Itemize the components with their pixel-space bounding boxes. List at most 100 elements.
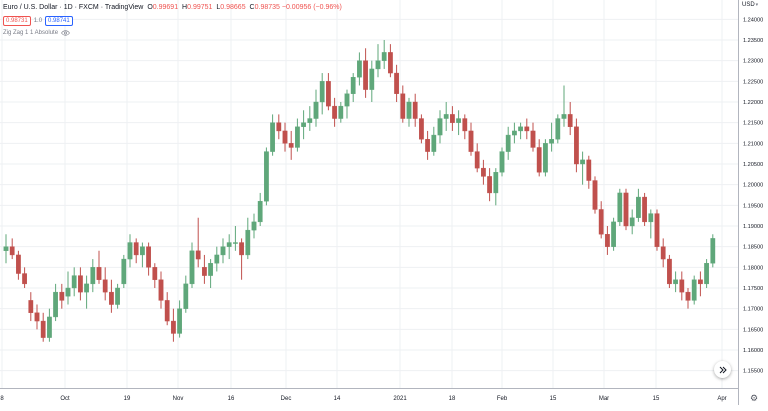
candle[interactable] xyxy=(338,102,344,123)
candle[interactable] xyxy=(586,155,592,189)
sell-price-box[interactable]: 0.98731 xyxy=(3,16,31,26)
candle[interactable] xyxy=(704,259,710,288)
candle[interactable] xyxy=(53,283,59,322)
candle[interactable] xyxy=(592,176,598,214)
candle[interactable] xyxy=(301,110,306,140)
candle[interactable] xyxy=(555,114,561,144)
candle[interactable] xyxy=(319,73,325,115)
candle[interactable] xyxy=(530,122,536,152)
scroll-to-realtime-button[interactable] xyxy=(714,361,731,378)
candle[interactable] xyxy=(71,267,77,297)
candle[interactable] xyxy=(276,114,282,140)
candle[interactable] xyxy=(115,283,121,309)
candle[interactable] xyxy=(152,263,158,288)
candle[interactable] xyxy=(400,85,406,123)
candle[interactable] xyxy=(170,308,176,342)
candle[interactable] xyxy=(518,122,524,140)
candle[interactable] xyxy=(245,217,251,260)
candle[interactable] xyxy=(648,209,654,239)
candle[interactable] xyxy=(505,126,511,160)
candle[interactable] xyxy=(605,226,610,255)
candle[interactable] xyxy=(654,209,660,251)
candle[interactable] xyxy=(450,106,455,131)
candle[interactable] xyxy=(344,89,350,119)
candle[interactable] xyxy=(642,192,648,226)
candle[interactable] xyxy=(611,217,617,251)
candle[interactable] xyxy=(549,122,555,152)
candle[interactable] xyxy=(139,242,145,268)
candle[interactable] xyxy=(660,238,666,268)
candle[interactable] xyxy=(226,234,232,260)
candle[interactable] xyxy=(580,151,586,185)
candle[interactable] xyxy=(220,238,226,264)
candle[interactable] xyxy=(623,188,629,231)
indicator-name[interactable]: Zig Zag 1 1 Absolute xyxy=(3,30,59,36)
candle[interactable] xyxy=(710,234,716,268)
candle[interactable] xyxy=(512,122,517,144)
candle[interactable] xyxy=(363,48,368,98)
candle[interactable] xyxy=(121,254,127,288)
candle[interactable] xyxy=(332,97,337,127)
candle[interactable] xyxy=(108,279,114,313)
candle[interactable] xyxy=(456,110,461,136)
candle[interactable] xyxy=(96,250,102,284)
candle[interactable] xyxy=(406,97,412,127)
candle[interactable] xyxy=(127,234,133,268)
candle[interactable] xyxy=(685,288,691,309)
candle[interactable] xyxy=(617,188,623,226)
candle[interactable] xyxy=(698,271,703,297)
candle[interactable] xyxy=(357,52,362,86)
candle[interactable] xyxy=(443,102,449,131)
candle[interactable] xyxy=(164,292,170,326)
interval-label[interactable]: 1D xyxy=(63,4,73,11)
candle[interactable] xyxy=(195,217,201,268)
candle[interactable] xyxy=(9,238,15,260)
candle[interactable] xyxy=(232,226,238,251)
candle[interactable] xyxy=(77,267,83,301)
candle[interactable] xyxy=(84,275,90,309)
indicator-legend[interactable]: Zig Zag 1 1 Absolute xyxy=(3,29,70,37)
candle[interactable] xyxy=(524,118,530,140)
candle[interactable] xyxy=(282,122,288,152)
candle[interactable] xyxy=(388,44,393,78)
candle[interactable] xyxy=(636,188,641,222)
candle[interactable] xyxy=(183,275,189,313)
candle[interactable] xyxy=(419,114,424,144)
candle[interactable] xyxy=(574,118,579,173)
candle[interactable] xyxy=(561,85,567,127)
gear-icon[interactable]: ⚙ xyxy=(749,393,759,403)
candle[interactable] xyxy=(667,254,672,288)
candle[interactable] xyxy=(40,312,46,342)
candle[interactable] xyxy=(487,168,492,202)
candle[interactable] xyxy=(295,118,300,152)
candle[interactable] xyxy=(208,259,213,288)
candle[interactable] xyxy=(350,73,356,102)
candle[interactable] xyxy=(499,147,505,177)
candle[interactable] xyxy=(679,271,685,301)
candle[interactable] xyxy=(543,139,548,177)
candle[interactable] xyxy=(691,275,697,305)
candle[interactable] xyxy=(425,130,430,160)
candle[interactable] xyxy=(177,300,182,338)
candle[interactable] xyxy=(189,242,195,288)
candle[interactable] xyxy=(307,106,313,131)
candle[interactable] xyxy=(431,126,437,156)
candle[interactable] xyxy=(133,238,139,264)
candle[interactable] xyxy=(59,283,65,309)
candle[interactable] xyxy=(437,110,443,144)
price-axis[interactable]: 1.24000 1.23500 1.23000 1.22500 1.22000 1.215… xyxy=(738,0,768,405)
symbol-name[interactable]: Euro / U.S. Dollar xyxy=(3,4,58,11)
candle[interactable] xyxy=(214,246,220,272)
candle[interactable] xyxy=(598,201,604,239)
candle[interactable] xyxy=(239,238,244,280)
candle[interactable] xyxy=(313,89,319,127)
candle[interactable] xyxy=(146,242,151,276)
candle[interactable] xyxy=(567,102,573,136)
candle[interactable] xyxy=(536,139,542,177)
candle[interactable] xyxy=(270,114,275,156)
candle[interactable] xyxy=(474,143,480,173)
candle[interactable] xyxy=(22,267,27,288)
candle[interactable] xyxy=(102,267,108,301)
chart-plot-area[interactable]: Euro / U.S. Dollar · 1D · FXCM · Trading… xyxy=(0,0,738,388)
candle[interactable] xyxy=(375,44,381,78)
